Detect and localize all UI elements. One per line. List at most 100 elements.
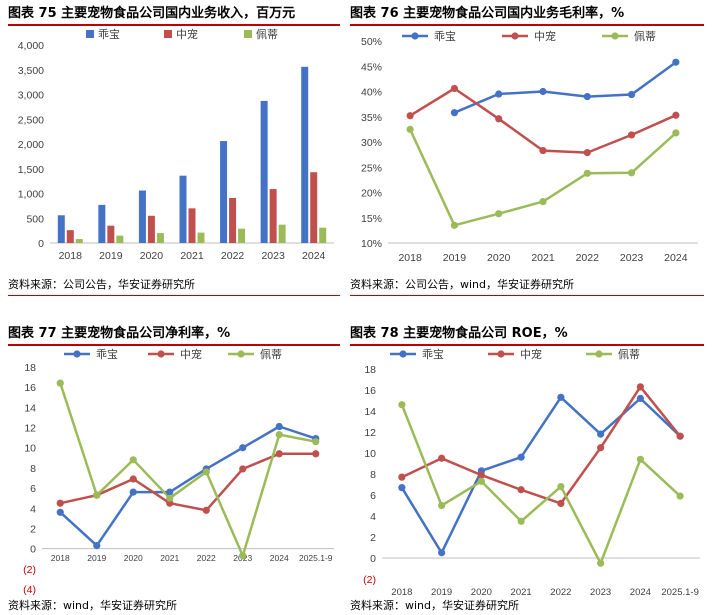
y-tick-label: 14 [364,406,376,418]
data-point [636,394,644,402]
bar [66,230,74,243]
chart-svg: 0 500 1,000 1,500 2,000 2,500 3,000 3,500 4,000 2… [18,27,334,262]
data-point [406,125,414,133]
y-tick-label: 6 [30,483,36,495]
bar-chart: 0 500 1,000 1,500 2,000 2,500 3,000 3,500 4,000 2… [8,27,340,269]
bottom-rule [8,295,340,296]
data-point [672,129,680,137]
y-tick-label: 16 [364,385,376,397]
data-point [275,431,283,439]
data-point [477,477,485,485]
data-point [539,146,547,155]
data-point [583,92,591,101]
series-line [59,425,317,547]
data-point [477,471,485,479]
y-tick-label: 4 [30,503,36,515]
y-tick-label: (4) [23,584,36,595]
legend-marker [157,350,165,358]
source-note: 资料来源：wind，华安证券研究所 [350,599,520,612]
data-point [56,508,64,516]
data-point [93,491,101,499]
y-tick-label: 0 [370,553,376,565]
data-point [517,486,525,494]
bar [156,233,164,243]
series-line [409,87,677,154]
data-point [450,84,459,93]
y-tick-label: 18 [24,362,36,374]
legend-label: 乖宝 [422,347,444,361]
series-line [400,404,681,565]
legend-label: 佩蒂 [618,347,640,361]
data-point [627,131,636,139]
data-point [676,432,684,440]
legend-label: 佩蒂 [256,27,278,41]
source-note: 资料来源：公司公告，wind，华安证券研究所 [350,278,575,291]
data-point [627,169,636,177]
data-point [406,112,414,120]
bar [220,141,228,243]
data-point [676,492,684,500]
legend-label: 佩蒂 [260,347,282,361]
y-tick-label: 14 [24,402,36,414]
series-line [401,385,682,505]
source-note: 资料来源：公司公告，华安证券研究所 [8,278,195,291]
data-point [312,438,320,446]
x-tick-label: 2019 [431,587,452,595]
series-line [408,128,677,227]
data-point [56,379,64,387]
chart-title: 图表 77 主要宠物食品公司净利率，% [8,326,231,341]
x-tick-label: 2021 [511,587,532,595]
x-tick-label: 2018 [51,553,70,563]
data-point [398,473,406,481]
x-tick-label: 2023 [590,587,611,595]
bottom-rule [350,295,704,296]
bar [197,232,205,243]
data-point [672,111,680,119]
x-tick-label: 2021 [160,553,179,563]
x-tick-label: 2019 [99,250,123,262]
bar [260,100,268,243]
bar [238,228,246,243]
panel-domestic-revenue: 图表 75 主要宠物食品公司国内业务收入，百万元 0 500 1,000 1,500 2… [8,2,340,302]
y-tick-label: 50% [361,36,382,48]
x-tick-label: 2022 [550,587,571,595]
x-tick-label: 2021 [531,252,555,264]
legend-marker [611,32,619,40]
legend-swatch [244,30,252,38]
legend-swatch [164,30,172,38]
bar [57,215,65,243]
y-tick-label: 8 [30,463,36,475]
chart-svg: 10% 15% 20% 25% 30% 35% 40% 45% 50% 2018 2019 2020 2… [361,29,698,264]
data-point [450,109,459,117]
y-tick-label: 40% [361,87,382,99]
legend-label: 乖宝 [98,27,120,41]
title-rule [8,344,340,346]
y-tick-label: 4,000 [18,40,44,52]
chart-svg: (4) (2) 0 2 4 6 8 10 12 14 16 18 2018 2019 2020 2021 202… [23,347,334,595]
legend-label: 乖宝 [96,347,118,361]
legend-label: 乖宝 [434,29,456,43]
data-point [557,499,565,507]
x-tick-label: 2018 [398,252,422,264]
data-point [398,401,406,409]
bar [147,215,155,243]
data-point [597,444,605,452]
data-point [93,542,101,550]
y-tick-label: 4 [370,511,376,523]
y-tick-label: 35% [361,112,382,124]
y-tick-label: 45% [361,61,382,73]
data-point [583,169,591,177]
data-point [636,383,644,391]
x-tick-label: 2021 [180,250,204,262]
legend-marker [497,350,505,358]
y-tick-label: 1,500 [18,164,44,176]
data-point [275,450,283,458]
legend-marker [399,350,407,358]
chart-title: 图表 76 主要宠物食品公司国内业务毛利率，% [350,6,625,21]
y-tick-label: 1,000 [18,189,44,201]
bar [188,208,196,243]
x-tick-label: 2024 [664,252,688,264]
title-rule [8,24,340,26]
y-tick-label: (2) [363,574,376,586]
x-tick-label: 2018 [391,587,412,595]
